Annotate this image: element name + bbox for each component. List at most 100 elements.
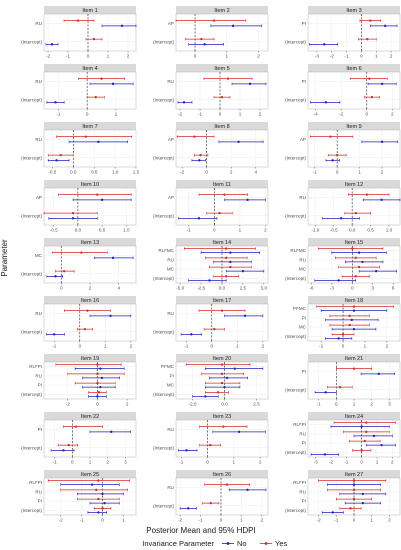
mean-point-yes [222,425,225,428]
param-label: RU [35,137,42,142]
param-label: (Intercept) [285,387,306,392]
tick-label: 0 [360,54,363,59]
mean-point-no [243,314,247,318]
mean-point-no [323,453,327,456]
panel-title: Item 18 [345,298,363,304]
plot-area [43,477,137,516]
tick-label: 0.5 [99,228,106,233]
tick-label: -0.5 [330,228,338,233]
panel-11: Item 11 -1 0 1 2 AP (Intercept) [153,180,269,233]
param-label: PI [302,369,306,374]
mean-point-yes [363,439,366,443]
tick-label: 5.0 [261,286,268,291]
panel-2: Item 2 0 1 2 AP (Intercept) [153,6,269,59]
param-label: (Intercept) [21,155,42,160]
mean-point-no [182,101,186,104]
param-label: (Intercept) [21,508,42,513]
mean-point-no [54,275,57,278]
tick-label: -2.5 [197,286,205,291]
panel-title: Item 21 [345,356,363,362]
tick-label: 2 [261,518,264,523]
mean-point-yes [92,37,96,41]
panel-12: Item 12 -1.0 -0.5 0.0 0.5 1.0 RU (Intercept) [285,180,401,233]
legend-title: Invariance Parameter [142,539,214,548]
param-label: PI [302,441,306,446]
tick-label: 2 [264,228,267,233]
param-label: AP [168,195,174,200]
panel-strip [308,122,400,130]
mean-point-no [246,488,249,492]
param-label: PI [302,499,306,504]
mean-point-yes [74,425,78,428]
panel-strip [44,296,136,304]
mean-point-yes [366,37,369,41]
mean-point-no [246,198,249,202]
panel-13: Item 13 0 2 4 MC (Intercept) [21,238,137,291]
param-label: MC [167,383,175,388]
mean-point-yes [199,153,202,157]
mean-point-yes [224,247,228,250]
x-axis-title: Posterior Mean and 95% HDPI [146,526,255,535]
mean-point-no [229,251,232,254]
mean-point-no [96,395,99,398]
mean-point-no [203,43,206,46]
param-label: (Intercept) [21,445,42,450]
mean-point-yes [224,256,228,260]
mean-point-no [110,430,113,434]
mean-point-yes [352,497,356,501]
mean-point-yes [365,193,369,196]
tick-label: -3 [330,286,335,291]
tick-label: 0 [78,344,81,349]
param-label: PI*MC [293,306,307,311]
mean-point-yes [96,363,99,366]
panel-strip [176,412,268,420]
tick-label: -0.5 [50,228,58,233]
mean-point-no [208,279,211,282]
tick-label: 0 [206,460,209,465]
mean-point-yes [224,275,228,278]
mean-point-no [185,449,188,452]
mean-point-no [97,511,100,514]
tick-label: -2 [317,518,322,523]
param-label: PI [38,427,42,432]
tick-label: 2 [257,54,260,59]
panel-26: Item 26 -2 -1 0 1 2 RU (Intercept) [153,470,269,523]
param-label: RU [35,311,42,316]
panel-title: Item 5 [214,66,229,72]
mean-point-yes [97,497,100,501]
panel-strip [44,64,136,72]
param-label: (Intercept) [285,39,306,44]
panel-24: Item 24 -3 -2 -1 0 1 2 RU*PI RU PI (Intercept) [285,412,401,465]
mean-point-no [377,372,380,376]
param-label: RU [167,485,174,490]
panel-title: Item 2 [214,8,229,14]
param-label: RU [299,431,306,436]
tick-label: 0 [365,112,368,117]
mean-point-yes [96,372,99,376]
tick-label: 0 [205,170,208,175]
tick-label: 1 [376,460,379,465]
mean-point-no [380,140,384,144]
param-label: (Intercept) [21,392,42,397]
plot-area [175,477,269,516]
tick-label: 0 [101,518,104,523]
tick-label: 2 [230,170,233,175]
mean-point-no [62,449,65,452]
mean-point-yes [101,507,104,510]
mean-point-yes [348,314,351,318]
panel-title: Item 1 [82,8,97,14]
panel-title: Item 23 [213,414,231,420]
tick-label: 2 [127,54,130,59]
tick-label: 1 [358,170,361,175]
plot-area [307,71,401,110]
param-label: PI [302,315,306,320]
param-label: PI*MC [161,364,175,369]
mean-point-no [101,492,104,496]
panel-27: Item 27 -2 -1 0 1 2 RU*PI RU PI (Intercept) [285,470,401,523]
tick-label: -1 [317,402,322,407]
param-label: RU [167,427,174,432]
panel-strip [44,238,136,246]
param-label: MC [35,253,43,258]
mean-point-yes [351,247,354,250]
tick-label: 0 [210,344,213,349]
